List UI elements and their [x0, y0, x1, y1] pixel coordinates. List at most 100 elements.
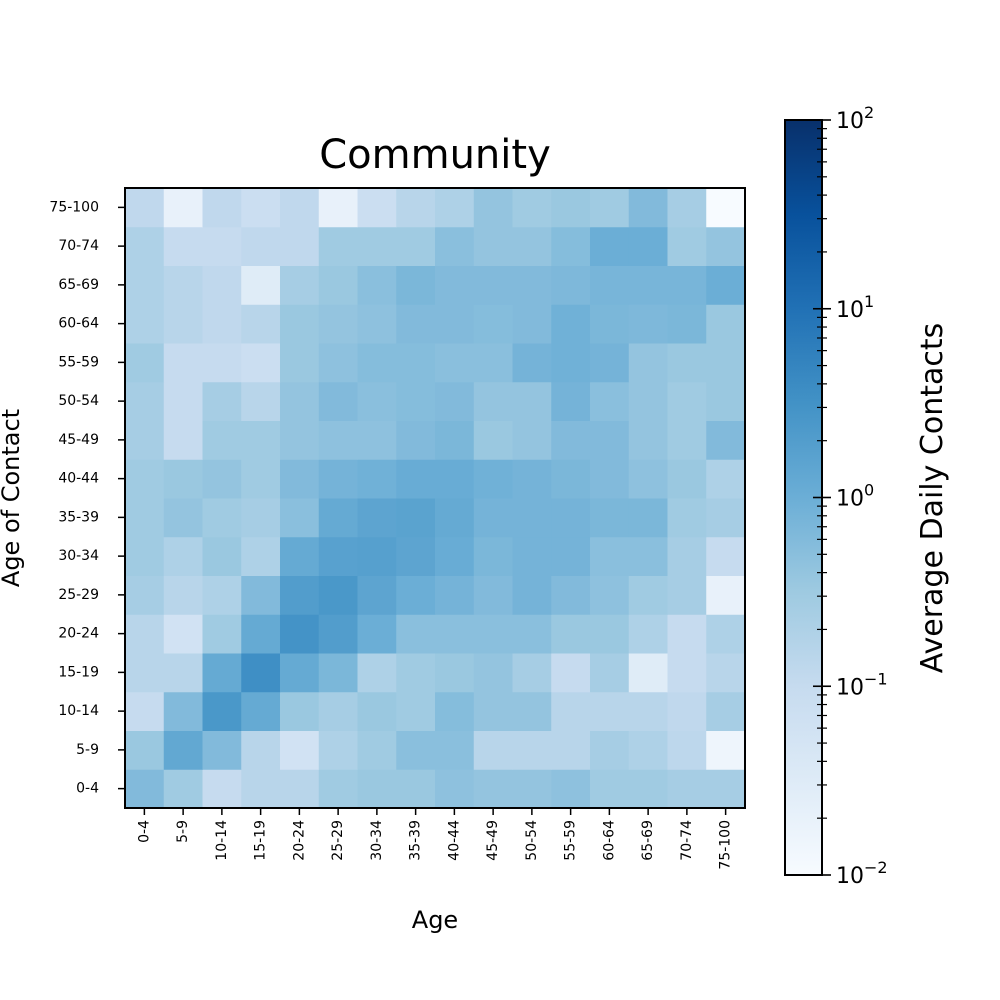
heatmap-cell [590, 691, 630, 731]
heatmap-cell [628, 381, 668, 421]
heatmap-cell [318, 691, 358, 731]
heatmap-cell [163, 304, 203, 344]
heatmap-cell [357, 226, 397, 266]
heatmap-cell [396, 575, 436, 615]
heatmap-cell [125, 420, 165, 460]
heatmap-cell [163, 614, 203, 654]
heatmap-cell [318, 343, 358, 383]
heatmap-cell [435, 730, 475, 770]
heatmap-cell [706, 226, 746, 266]
heatmap-cell [667, 420, 707, 460]
heatmap-cell [667, 188, 707, 228]
heatmap-cell [241, 226, 281, 266]
heatmap-cell [590, 498, 630, 538]
heatmap-cell [202, 459, 242, 499]
heatmap-cell [396, 381, 436, 421]
heatmap-cell [667, 343, 707, 383]
y-tick-label: 45-49 [58, 432, 99, 448]
heatmap-cell [202, 769, 242, 809]
heatmap-cell [706, 614, 746, 654]
heatmap-cell [396, 304, 436, 344]
x-tick-label: 55-59 [563, 820, 579, 861]
heatmap-cell [241, 498, 281, 538]
heatmap-cell [163, 188, 203, 228]
heatmap-cell [473, 614, 513, 654]
heatmap-cell [551, 265, 591, 305]
heatmap-cell [706, 381, 746, 421]
heatmap-cell [125, 769, 165, 809]
heatmap-cell [357, 691, 397, 731]
x-tick-labels: 0-4 5-9 10-14 15-19 20-24 25-29 30-34 35-39 40-4… [136, 808, 734, 870]
heatmap-cell [318, 653, 358, 693]
heatmap-cell [473, 226, 513, 266]
heatmap-cell [435, 769, 475, 809]
x-tick-label: 65-69 [640, 820, 656, 861]
heatmap-cell [706, 498, 746, 538]
heatmap-cell [551, 226, 591, 266]
heatmap-cell [241, 536, 281, 576]
heatmap-cell [473, 381, 513, 421]
y-tick-label: 55-59 [58, 354, 99, 370]
heatmap-cell [357, 343, 397, 383]
heatmap-cell [202, 614, 242, 654]
heatmap-cell [590, 575, 630, 615]
chart-title: Community [319, 132, 551, 178]
heatmap-cell [667, 653, 707, 693]
heatmap-cell [318, 614, 358, 654]
y-tick-label: 70-74 [58, 238, 99, 254]
heatmap-cell [202, 188, 242, 228]
heatmap-cell [241, 343, 281, 383]
y-tick-label: 30-34 [58, 548, 99, 564]
heatmap-cell [318, 459, 358, 499]
heatmap-cell [280, 691, 320, 731]
heatmap-cell [241, 381, 281, 421]
heatmap-cell [628, 691, 668, 731]
heatmap-cell [280, 304, 320, 344]
heatmap-cell [590, 381, 630, 421]
heatmap-cell [473, 653, 513, 693]
heatmap-cell [318, 381, 358, 421]
heatmap-cell [435, 188, 475, 228]
y-tick-label: 35-39 [58, 509, 99, 525]
heatmap-cell [125, 226, 165, 266]
heatmap-cell [241, 265, 281, 305]
heatmap-cell [125, 459, 165, 499]
heatmap-cell [396, 226, 436, 266]
heatmap-cell [590, 653, 630, 693]
heatmap-cell [280, 459, 320, 499]
x-tick-label: 35-39 [408, 820, 424, 861]
heatmap-cell [202, 730, 242, 770]
heatmap-cell [163, 653, 203, 693]
heatmap-cell [318, 265, 358, 305]
heatmap-cell [202, 304, 242, 344]
heatmap-cell [551, 730, 591, 770]
heatmap-cell [163, 498, 203, 538]
heatmap-cell [667, 226, 707, 266]
heatmap-cell [435, 691, 475, 731]
heatmap-cell [551, 498, 591, 538]
heatmap-cell [706, 265, 746, 305]
heatmap-cell [241, 653, 281, 693]
heatmap-cell [551, 381, 591, 421]
heatmap-cell [628, 459, 668, 499]
y-tick-label: 75-100 [49, 199, 99, 215]
heatmap-cell [706, 536, 746, 576]
heatmap-cell [435, 343, 475, 383]
heatmap-cell [125, 188, 165, 228]
heatmap-cell [318, 304, 358, 344]
heatmap-cell [357, 265, 397, 305]
colorbar-ticks: 102 101 100 10−1 10−2 [813, 103, 888, 889]
heatmap-cell [628, 188, 668, 228]
y-tick-label: 40-44 [58, 471, 99, 487]
heatmap-cell [628, 653, 668, 693]
heatmap-cell [396, 265, 436, 305]
heatmap-cell [163, 691, 203, 731]
heatmap-cell [280, 536, 320, 576]
heatmap-cell [163, 420, 203, 460]
heatmap-cell [590, 730, 630, 770]
heatmap-cell [125, 265, 165, 305]
heatmap-cell [357, 498, 397, 538]
heatmap-cell [396, 188, 436, 228]
heatmap-cell [628, 226, 668, 266]
